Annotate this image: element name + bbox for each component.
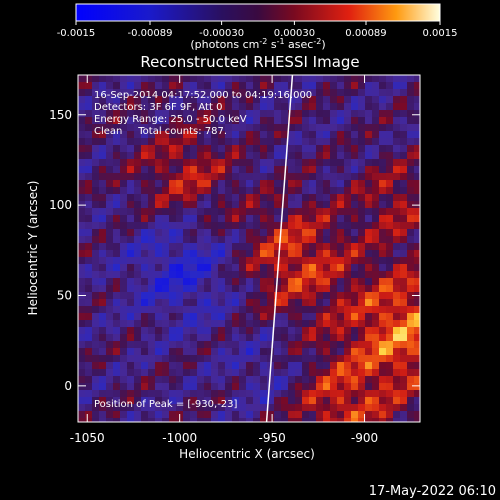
annotation-clean: Clean Total counts: 787.	[94, 126, 227, 137]
colorbar	[75, 3, 441, 22]
chart-title: Reconstructed RHESSI Image	[140, 53, 359, 71]
limb-line	[265, 74, 294, 423]
colorbar-tick-label: 0.00089	[345, 28, 386, 39]
y-tick-label: 150	[49, 108, 72, 122]
annotation-time-range: 16-Sep-2014 04:17:52.000 to 04:19:16.000	[94, 90, 312, 101]
colorbar-tick-label: -0.0015	[57, 28, 96, 39]
y-axis-label: Heliocentric Y (arcsec)	[26, 181, 40, 316]
y-tick-label: 0	[64, 379, 72, 393]
x-tick-label: -950	[258, 431, 285, 445]
colorbar-tick-label: 0.0015	[423, 28, 458, 39]
plot-frame	[77, 74, 421, 423]
annotation-energy: Energy Range: 25.0 - 50.0 keV	[94, 114, 247, 125]
x-tick-label: -900	[351, 431, 378, 445]
x-tick-label: -1000	[162, 431, 197, 445]
colorbar-tick-label: -0.00089	[128, 28, 173, 39]
annotation-peak: Position of Peak = [-930,-23]	[94, 399, 238, 410]
y-tick-label: 50	[57, 288, 72, 302]
heatmap-image	[78, 75, 420, 422]
x-axis-label: Heliocentric X (arcsec)	[179, 447, 315, 461]
x-tick-label: -1050	[70, 431, 105, 445]
annotation-detectors: Detectors: 3F 6F 9F, Att 0	[94, 102, 222, 113]
colorbar-tick-label: -0.00030	[199, 28, 244, 39]
y-tick-label: 100	[49, 198, 72, 212]
colorbar-units: (photons cm-2 s-1 asec-2)	[190, 37, 325, 51]
colorbar-tick-label: 0.00030	[274, 28, 315, 39]
timestamp: 17-May-2022 06:10	[369, 484, 496, 499]
